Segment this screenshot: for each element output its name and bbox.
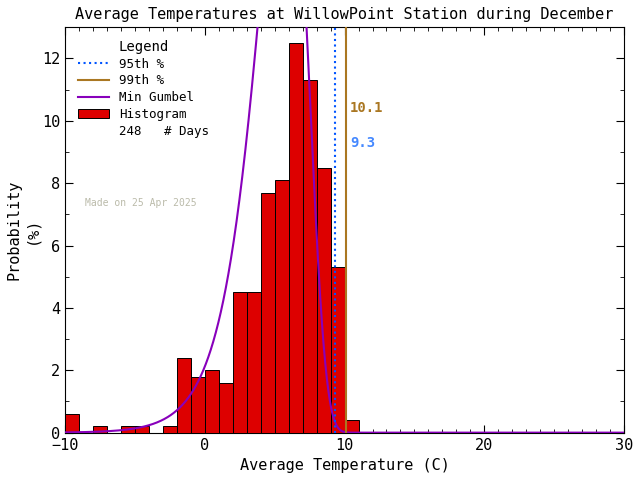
Bar (163, 426, 177, 432)
Bar (275, 180, 289, 432)
Text: Made on 25 Apr 2025: Made on 25 Apr 2025 (84, 198, 196, 208)
Y-axis label: Probability
(%): Probability (%) (7, 180, 39, 280)
Bar (317, 168, 331, 432)
Bar (289, 43, 303, 432)
Bar (303, 80, 317, 432)
Bar (247, 292, 260, 432)
Bar (233, 292, 247, 432)
Bar (93, 426, 107, 432)
Bar (331, 267, 344, 432)
Bar (65, 414, 79, 432)
X-axis label: Average Temperature (C): Average Temperature (C) (239, 458, 449, 473)
Bar (219, 383, 233, 432)
Bar (205, 370, 219, 432)
Text: 10.1: 10.1 (350, 101, 383, 115)
Bar (191, 376, 205, 432)
Legend: 95th %, 99th %, Min Gumbel, Histogram, 248   # Days: 95th %, 99th %, Min Gumbel, Histogram, 2… (72, 34, 215, 144)
Bar (260, 192, 275, 432)
Bar (135, 426, 149, 432)
Bar (121, 426, 135, 432)
Bar (177, 358, 191, 432)
Bar (344, 420, 358, 432)
Text: 9.3: 9.3 (350, 136, 375, 150)
Title: Average Temperatures at WillowPoint Station during December: Average Temperatures at WillowPoint Stat… (76, 7, 614, 22)
